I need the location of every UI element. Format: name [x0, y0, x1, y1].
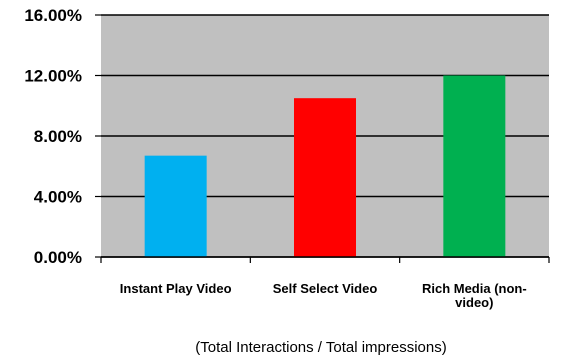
bar-3: [443, 75, 506, 257]
bar-1: [144, 155, 207, 257]
category-labels: Instant Play Video Self Select Video Rich …: [120, 281, 527, 310]
category-label: Rich Media (non-video): [422, 281, 527, 310]
y-tick-label: 0.00%: [34, 248, 82, 267]
y-tick-label: 4.00%: [34, 188, 82, 207]
y-tick-label: 16.00%: [24, 6, 82, 25]
y-axis-ticks: 0.00% 4.00% 8.00% 12.00% 16.00%: [24, 6, 101, 267]
category-label: Self Select Video: [273, 281, 378, 296]
y-tick-label: 12.00%: [24, 67, 82, 86]
bar-2: [294, 98, 356, 257]
x-axis-ticks: [100, 257, 550, 263]
y-tick-label: 8.00%: [34, 127, 82, 146]
category-label: Instant Play Video: [120, 281, 232, 296]
x-axis-label: (Total Interactions / Total impressions): [195, 339, 447, 356]
bars: [144, 75, 506, 257]
